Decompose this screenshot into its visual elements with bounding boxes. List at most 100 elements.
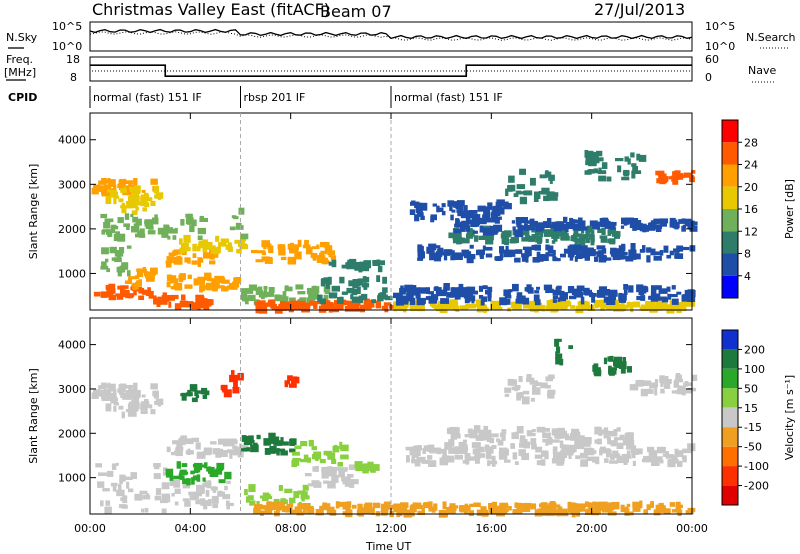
power-cell	[97, 185, 107, 190]
velocity-cell	[100, 500, 104, 507]
power-cell	[621, 243, 626, 252]
power-cell	[480, 298, 485, 306]
power-cell	[199, 217, 208, 222]
power-cell	[139, 228, 145, 236]
velocity-cell	[534, 454, 543, 459]
power-cell	[124, 213, 130, 220]
power-cell	[174, 303, 182, 311]
power-cell	[197, 235, 203, 241]
power-cell	[597, 228, 605, 233]
power-cell	[633, 170, 642, 174]
velocity-cell	[676, 509, 683, 514]
velocity-cell	[130, 472, 137, 479]
velocity-cell	[487, 460, 491, 467]
power-cell	[519, 168, 526, 175]
velocity-cell	[421, 459, 430, 464]
power-cell	[567, 245, 572, 254]
velocity-cell	[305, 505, 314, 510]
power-cell	[209, 260, 216, 265]
velocity-cell	[204, 462, 208, 469]
power-cell	[144, 194, 150, 201]
power-cell	[197, 227, 206, 235]
velocity-cell	[98, 393, 105, 397]
power-cell	[522, 227, 530, 236]
power-cell	[491, 210, 496, 216]
power-cell	[105, 284, 111, 290]
velocity-cell	[674, 448, 679, 456]
power-cell	[210, 283, 220, 289]
velocity-cell	[243, 447, 248, 452]
colorbar-tick: 100	[744, 363, 765, 376]
power-cell	[136, 268, 144, 272]
velocity-cell	[128, 401, 138, 405]
power-cell	[530, 177, 536, 186]
power-cell	[255, 259, 264, 263]
velocity-cell	[658, 505, 666, 513]
power-cell	[607, 229, 612, 236]
velocity-cell	[446, 427, 451, 434]
velocity-cell	[174, 501, 179, 506]
power-cell	[155, 192, 164, 199]
velocity-cell	[371, 507, 375, 515]
power-cell	[210, 247, 215, 254]
power-cell	[468, 210, 478, 214]
power-cell	[120, 285, 125, 294]
power-cell	[125, 180, 134, 184]
power-cell	[579, 220, 586, 224]
velocity-cell	[583, 441, 591, 447]
velocity-cell	[558, 454, 565, 461]
velocity-cell	[464, 434, 471, 438]
power-cell	[612, 253, 621, 261]
power-cell	[690, 221, 698, 226]
power-cell	[574, 238, 579, 245]
power-cell	[499, 297, 507, 306]
velocity-cell	[682, 448, 692, 454]
power-cell	[263, 286, 268, 290]
velocity-cell	[201, 387, 208, 394]
power-cell	[383, 302, 391, 306]
velocity-cell	[207, 480, 212, 488]
velocity-cell	[448, 447, 457, 454]
power-cell	[593, 168, 598, 174]
velocity-cell	[598, 428, 603, 436]
colorbar-swatch	[722, 485, 738, 505]
velocity-cell	[427, 455, 433, 460]
velocity-cell	[297, 490, 306, 495]
velocity-cell	[467, 429, 476, 434]
power-cell	[244, 289, 254, 294]
power-cell	[128, 294, 132, 299]
velocity-cell	[580, 459, 589, 467]
power-cell	[610, 289, 618, 296]
power-cell	[100, 213, 108, 219]
power-cell	[417, 212, 424, 217]
velocity-cell	[473, 425, 481, 433]
velocity-cell	[504, 393, 510, 397]
power-cell	[324, 259, 329, 264]
power-cell	[160, 298, 165, 302]
colorbar-swatch	[722, 407, 738, 428]
velocity-cell	[179, 471, 189, 475]
velocity-cell	[195, 499, 204, 505]
power-cell	[121, 184, 125, 192]
velocity-cell	[263, 438, 272, 446]
velocity-cell	[331, 475, 339, 483]
velocity-cell	[231, 451, 236, 456]
velocity-cell	[586, 456, 596, 461]
velocity-cell	[288, 497, 296, 504]
power-cell	[352, 279, 361, 287]
power-cell	[110, 189, 117, 198]
power-cell	[676, 291, 682, 295]
velocity-cell	[555, 431, 563, 439]
velocity-cell	[616, 455, 626, 464]
velocity-cell	[422, 448, 426, 454]
velocity-cell	[119, 474, 126, 482]
velocity-cell	[301, 491, 308, 496]
velocity-cell	[560, 508, 568, 514]
velocity-cell	[662, 379, 671, 385]
velocity-cell	[344, 467, 348, 472]
power-cell	[308, 293, 316, 301]
velocity-cell	[687, 507, 696, 512]
velocity-cell	[448, 508, 456, 514]
power-cell	[513, 303, 522, 311]
power-cell	[594, 251, 599, 255]
